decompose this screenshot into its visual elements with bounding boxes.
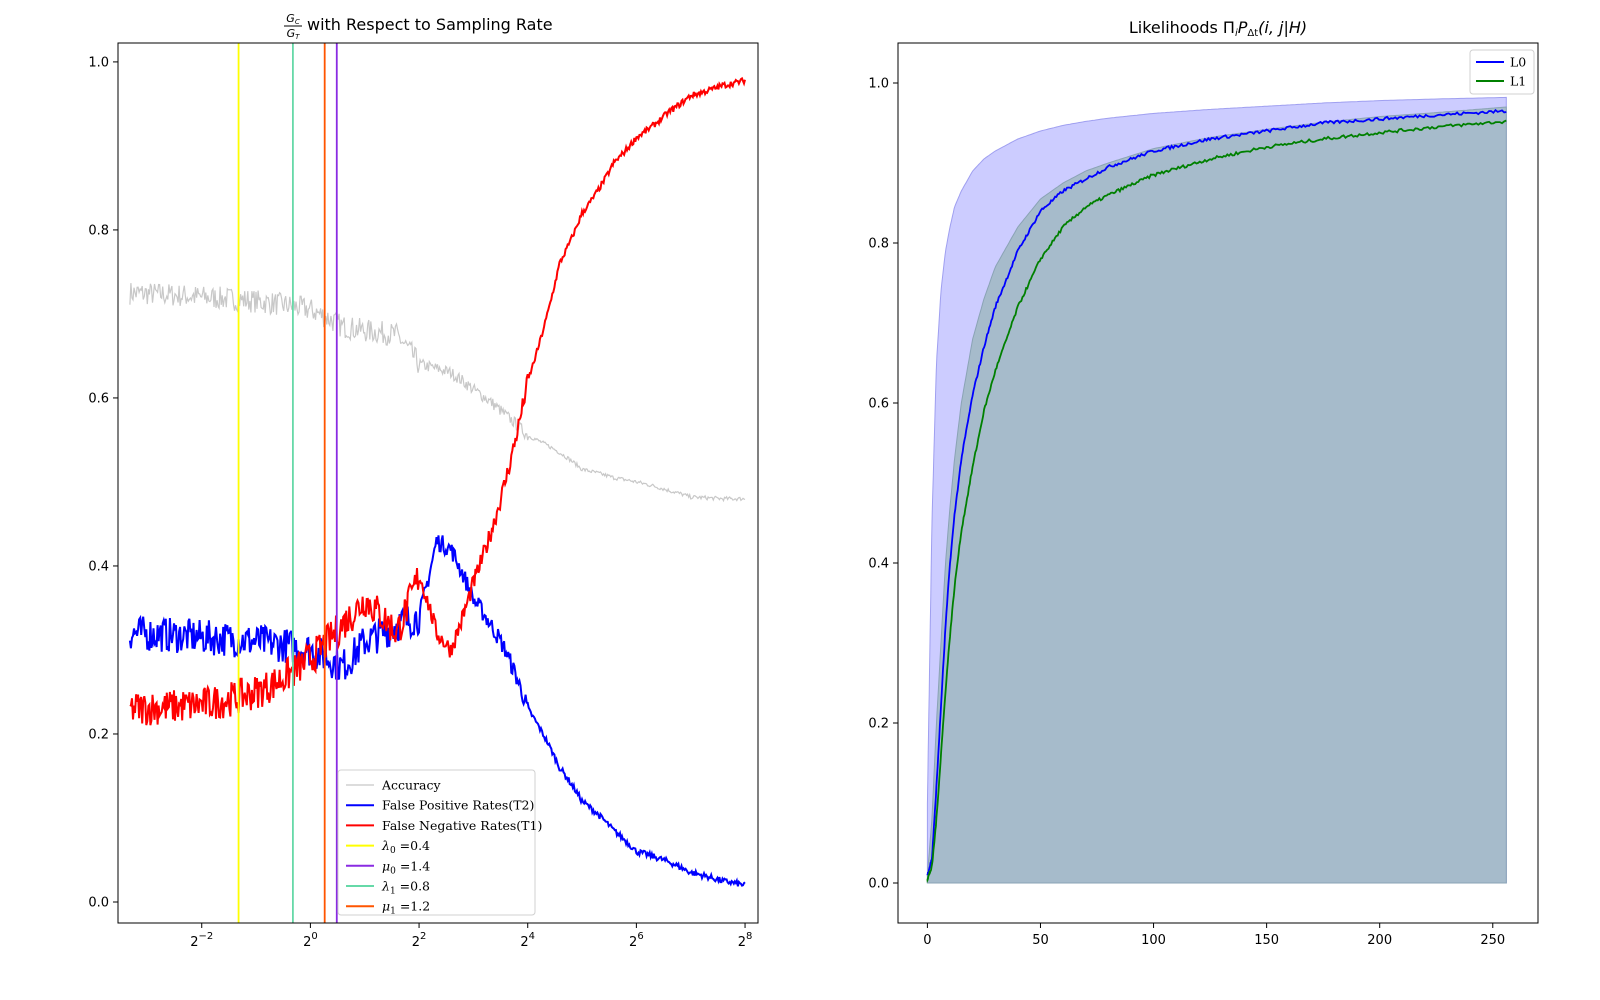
- x-tick-label: 26: [629, 931, 644, 950]
- x-tick-label: 2−2: [190, 931, 213, 950]
- legend-label: L0: [1510, 55, 1526, 70]
- y-tick-label: 0.8: [88, 223, 109, 238]
- plot-frame: [117, 42, 759, 924]
- x-tick-label: 250: [1480, 933, 1505, 948]
- series-line-1: [128, 535, 746, 887]
- series-line-0: [129, 283, 746, 503]
- legend-label: False Negative Rates(T1): [382, 818, 542, 833]
- legend-label: Accuracy: [381, 778, 442, 793]
- title-denominator: GT: [287, 27, 301, 41]
- x-tick-label: 150: [1254, 933, 1279, 948]
- band-1: [926, 106, 1507, 884]
- y-tick-label: 0.0: [868, 877, 889, 892]
- y-tick-label: 1.0: [88, 55, 109, 70]
- y-tick-label: 0.4: [88, 559, 109, 574]
- x-tick-label: 50: [1032, 933, 1049, 948]
- y-tick-label: 0.8: [868, 237, 889, 252]
- x-tick-label: 0: [923, 933, 931, 948]
- y-tick-label: 0.6: [868, 397, 889, 412]
- y-tick-label: 0.2: [868, 717, 889, 732]
- chart-title: with Respect to Sampling Rate: [307, 15, 553, 34]
- y-tick-label: 0.0: [88, 895, 109, 910]
- chart-title: Likelihoods ΠiPΔt(i, j|H): [1129, 18, 1307, 39]
- x-tick-label: 20: [303, 931, 318, 950]
- x-tick-label: 24: [520, 931, 535, 950]
- legend-label: λ0 =0.4: [381, 838, 430, 856]
- legend-label: μ0 =1.4: [382, 858, 430, 876]
- legend-label: μ1 =1.2: [382, 899, 430, 917]
- legend-label: λ1 =0.8: [381, 879, 430, 897]
- y-tick-label: 0.2: [88, 727, 109, 742]
- title-numerator: GC: [286, 12, 300, 26]
- y-tick-label: 0.4: [868, 557, 889, 572]
- series-line-l0: [926, 108, 1507, 876]
- series-line-2: [129, 76, 746, 726]
- series-line-l1: [926, 119, 1507, 884]
- y-tick-label: 0.6: [88, 391, 109, 406]
- x-tick-label: 22: [412, 931, 427, 950]
- legend-label: False Positive Rates(T2): [382, 798, 534, 813]
- legend-label: L1: [1510, 74, 1526, 89]
- x-tick-label: 100: [1141, 933, 1166, 948]
- x-tick-label: 200: [1367, 933, 1392, 948]
- y-tick-label: 1.0: [868, 77, 889, 92]
- plot-frame: [897, 42, 1539, 924]
- legend-box: [337, 769, 536, 916]
- x-tick-label: 28: [738, 931, 753, 950]
- right-chart: 0.0 0.2 0.4 0.6 0.8 1.0 0 50 100 150 200 250 Likelih…: [868, 18, 1539, 948]
